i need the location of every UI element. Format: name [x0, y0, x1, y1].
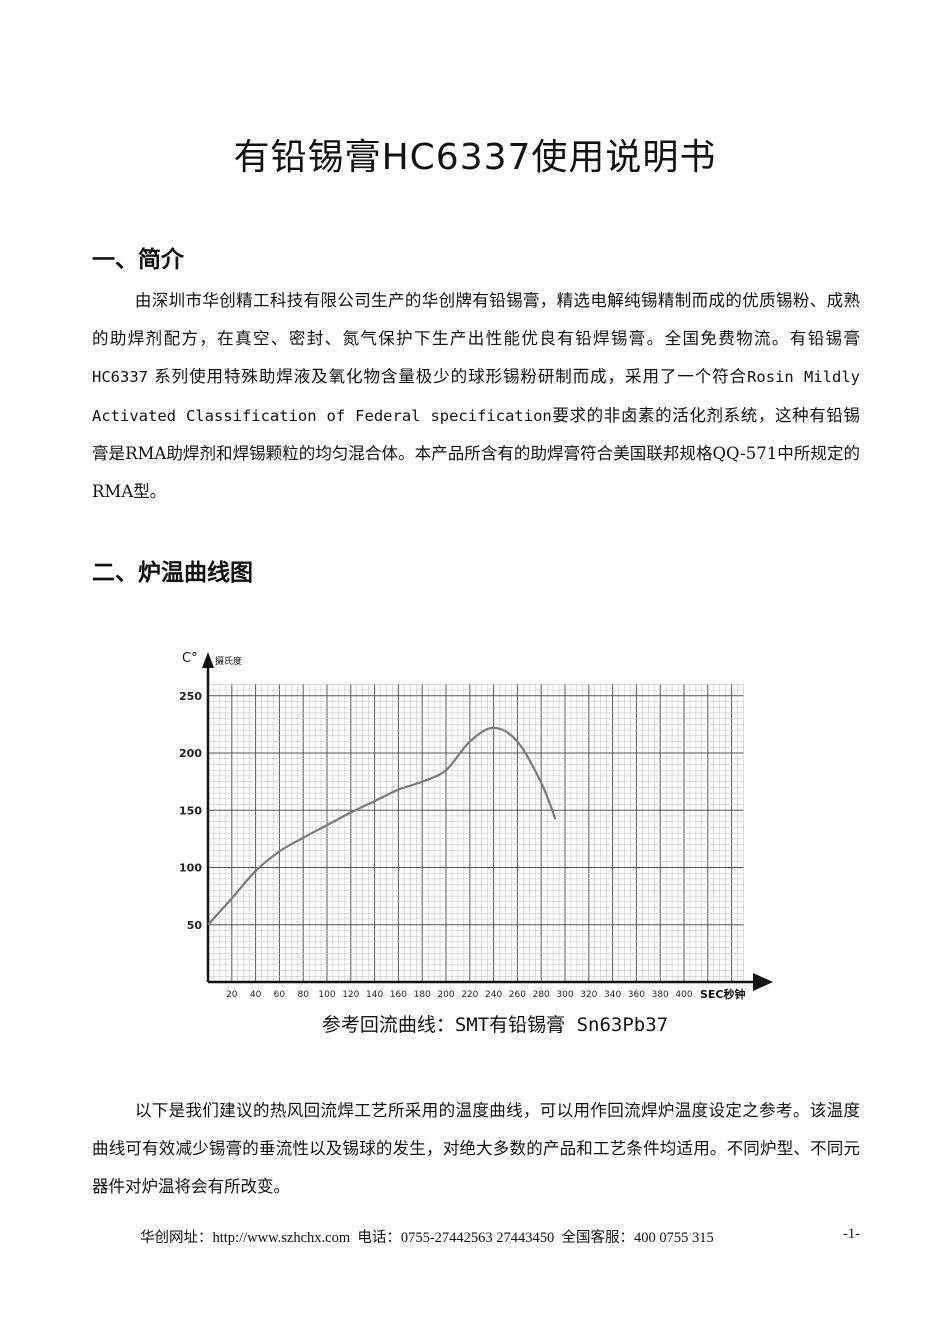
intro-text-c: 要求的非卤素的活化剂系统，这种有铅锡膏是RMA助焊剂和焊锡颗粒的均匀混合体。本产… — [92, 405, 861, 502]
y-tick-label: 150 — [179, 804, 202, 817]
x-tick-label: 200 — [437, 990, 454, 1000]
spec-name: Rosin Mildly Activated Classification of… — [92, 368, 860, 425]
x-tick-label: 300 — [556, 990, 573, 1000]
x-tick-label: 100 — [318, 990, 335, 1000]
x-tick-label: 380 — [652, 990, 669, 1000]
y-axis-unit: C° — [182, 651, 198, 666]
x-axis-arrow — [753, 973, 773, 991]
profile-paragraph: 以下是我们建议的热风回流焊工艺所采用的温度曲线，可以用作回流焊炉温度设定之参考。… — [92, 1101, 860, 1197]
x-tick-label: 40 — [250, 990, 262, 1000]
reflow-profile-chart: 20 40 60 80 100 120 140 160 180 200 220 240 260 280 30… — [179, 652, 773, 1000]
x-tick-label: 240 — [485, 990, 502, 1000]
intro-text-a: 由深圳市华创精工科技有限公司生产的华创牌有铅锡膏，精选电解纯锡精制而成的优质锡粉… — [92, 291, 860, 349]
y-tick-label: 100 — [179, 862, 202, 875]
section-heading-profile: 二、炉温曲线图 — [92, 560, 253, 586]
x-axis-label: SEC秒钟 — [700, 988, 746, 1001]
y-tick-label: 250 — [179, 690, 202, 703]
y-tick-label: 200 — [179, 747, 202, 760]
x-tick-label: 60 — [274, 990, 286, 1000]
x-tick-label: 260 — [509, 990, 526, 1000]
x-tick-label: 280 — [533, 990, 550, 1000]
y-axis-arrow — [202, 652, 214, 668]
page-number: -1- — [843, 1226, 860, 1242]
intro-text-b: 系列使用特殊助焊液及氧化物含量极少的球形锡粉研制而成，采用了一个符合 — [154, 367, 748, 387]
product-code: HC6337 — [92, 368, 148, 387]
x-tick-label: 20 — [226, 990, 238, 1000]
y-axis-label: 摄氏度 — [215, 657, 243, 667]
x-tick-label: 360 — [628, 990, 645, 1000]
x-tick-label: 120 — [342, 990, 359, 1000]
x-tick-label: 400 — [675, 990, 692, 1000]
y-tick-label: 50 — [187, 919, 203, 932]
temperature-profile-line — [207, 726, 557, 926]
chart-caption: 参考回流曲线：SMT有铅锡膏 Sn63Pb37 — [321, 1014, 669, 1036]
x-tick-label: 320 — [580, 990, 597, 1000]
x-tick-label: 140 — [366, 990, 383, 1000]
page-footer: 华创网址：http://www.szhchx.com 电话：0755-27442… — [140, 1226, 860, 1247]
x-tick-label: 160 — [390, 990, 407, 1000]
x-tick-label: 340 — [604, 990, 621, 1000]
x-tick-label: 220 — [461, 990, 478, 1000]
x-tick-label: 180 — [414, 990, 431, 1000]
footer-contact: 华创网址：http://www.szhchx.com 电话：0755-27442… — [140, 1230, 714, 1246]
intro-paragraph: 由深圳市华创精工科技有限公司生产的华创牌有铅锡膏，精选电解纯锡精制而成的优质锡粉… — [92, 282, 860, 511]
document-title: 有铅锡膏HC6337使用说明书 — [233, 137, 717, 178]
section-heading-intro: 一、简介 — [92, 247, 184, 273]
x-tick-label: 80 — [297, 990, 309, 1000]
